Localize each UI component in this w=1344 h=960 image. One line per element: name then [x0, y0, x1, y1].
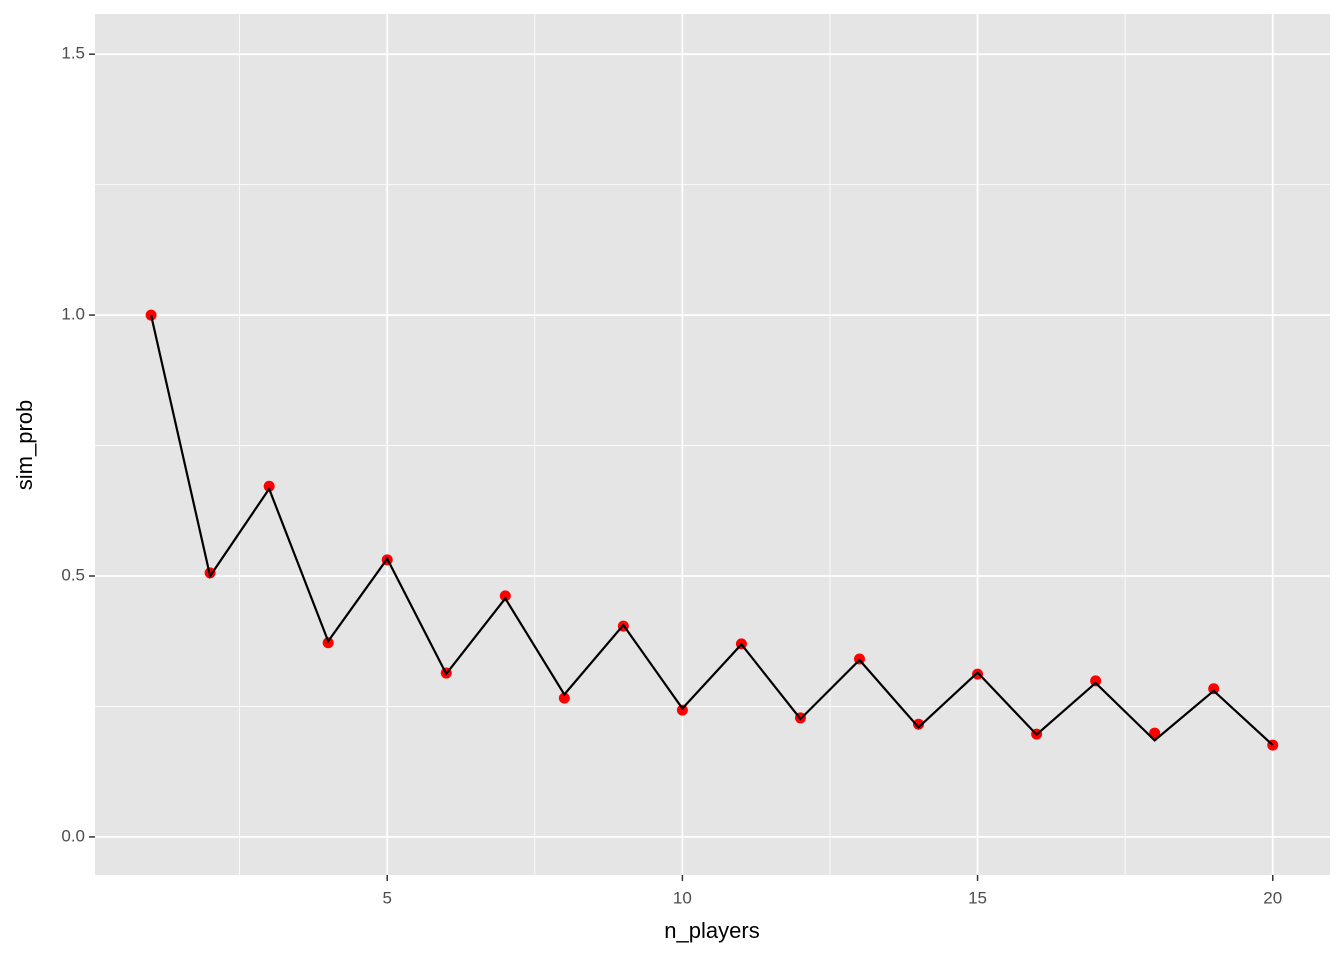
- y-tick-label: 0.0: [61, 826, 85, 845]
- marks: [145, 309, 1279, 751]
- grid: [95, 14, 1330, 875]
- line: [150, 314, 1274, 746]
- x-tick-label: 5: [382, 888, 391, 907]
- point: [913, 718, 925, 730]
- panel: [95, 14, 1330, 875]
- y-tick-label: 1.0: [61, 305, 85, 324]
- x-tick-label: 10: [673, 888, 692, 907]
- point: [1149, 727, 1161, 739]
- point: [558, 692, 570, 704]
- y-tick-label: 1.5: [61, 44, 85, 63]
- y-tick-label: 0.5: [61, 565, 85, 584]
- y-axis-title: sim_prob: [12, 400, 37, 490]
- point: [263, 480, 275, 492]
- point: [499, 590, 511, 602]
- x-axis-title: n_players: [664, 918, 759, 943]
- point: [1090, 675, 1102, 687]
- point: [1208, 683, 1220, 695]
- x-tick-label: 20: [1263, 888, 1282, 907]
- x-tick-label: 15: [968, 888, 987, 907]
